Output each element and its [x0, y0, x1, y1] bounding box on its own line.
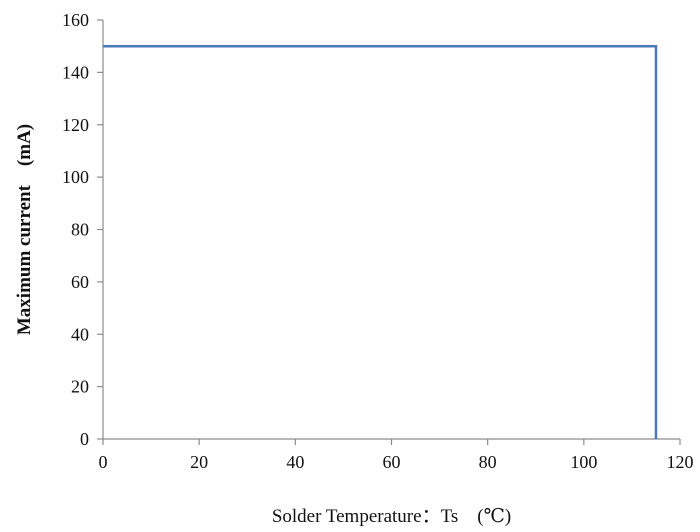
x-axis-ticks: 0 20 40 60 80 100 120 [99, 439, 694, 472]
y-tick-label: 80 [71, 220, 89, 240]
x-tick-label: 100 [570, 452, 597, 472]
x-tick-label: 20 [190, 452, 208, 472]
y-axis-ticks: 0 20 40 60 80 100 120 140 160 [62, 10, 103, 449]
x-tick-label: 0 [99, 452, 108, 472]
x-tick-label: 80 [479, 452, 497, 472]
y-axis-title: Maximum current (mA) [14, 124, 35, 335]
x-axis-title: Solder Temperature：Ts (℃) [272, 506, 511, 527]
y-tick-label: 40 [71, 324, 89, 344]
series-group [103, 44, 658, 439]
series-line [103, 44, 658, 439]
y-tick-label: 60 [71, 272, 89, 292]
y-tick-label: 20 [71, 377, 89, 397]
x-tick-label: 40 [286, 452, 304, 472]
x-tick-label: 60 [383, 452, 401, 472]
y-tick-label: 100 [62, 167, 89, 187]
y-tick-label: 120 [62, 115, 89, 135]
y-tick-label: 160 [62, 10, 89, 30]
y-tick-label: 140 [62, 62, 89, 82]
x-tick-label: 120 [667, 452, 694, 472]
y-tick-label: 0 [80, 429, 89, 449]
